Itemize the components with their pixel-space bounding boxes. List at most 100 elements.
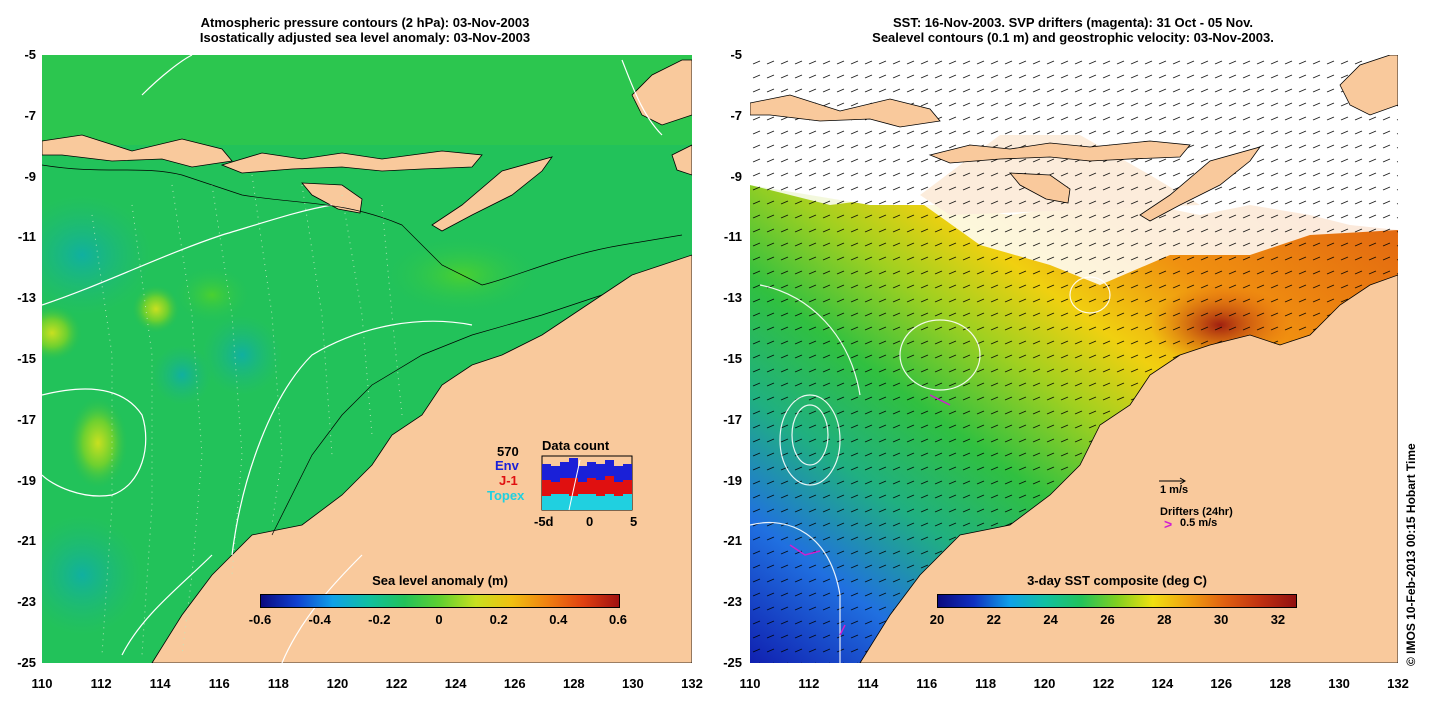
axis-tick-label: 114 bbox=[857, 676, 879, 691]
sumba-island bbox=[301, 182, 363, 214]
java-island-right bbox=[750, 94, 941, 128]
axis-tick-label: 130 bbox=[622, 676, 644, 691]
axis-tick-label: 132 bbox=[1387, 676, 1409, 691]
drifter-speed-label: 0.5 m/s bbox=[1180, 517, 1218, 529]
axis-tick-label: 126 bbox=[1210, 676, 1233, 691]
colorbar-tick-label: -0.6 bbox=[248, 612, 272, 627]
right-title: SST: 16-Nov-2003. SVP drifters (magenta)… bbox=[748, 15, 1398, 45]
axis-tick-label: 112 bbox=[90, 676, 112, 691]
colorbar-tick-label: 30 bbox=[1213, 612, 1229, 627]
colorbar-tick-label: -0.2 bbox=[368, 612, 391, 627]
drifters-legend-label: Drifters (24hr) bbox=[1160, 506, 1233, 518]
axis-tick-label: 118 bbox=[975, 676, 997, 691]
axis-tick-label: 128 bbox=[1269, 676, 1292, 691]
timor-island bbox=[431, 156, 553, 232]
axis-tick-label: 126 bbox=[503, 676, 526, 691]
axis-tick-label: 120 bbox=[326, 676, 349, 691]
axis-tick-label: -13 bbox=[723, 290, 742, 306]
right-title-line2: Sealevel contours (0.1 m) and geostrophi… bbox=[872, 30, 1274, 45]
axis-tick-label: 122 bbox=[1092, 676, 1115, 691]
data-count-label-env: Env bbox=[495, 458, 519, 473]
sst-sea-level-contours bbox=[750, 276, 1111, 663]
axis-tick-label: -15 bbox=[723, 351, 742, 366]
left-title-line1: Atmospheric pressure contours (2 hPa): 0… bbox=[200, 15, 530, 30]
colorbar-tick-label: 26 bbox=[1100, 612, 1115, 627]
axis-tick-label: -5 bbox=[730, 47, 742, 62]
histogram-tick-5: 5 bbox=[630, 514, 638, 529]
colorbar-tick-label: 0.6 bbox=[608, 612, 628, 627]
axis-tick-label: 130 bbox=[1328, 676, 1350, 691]
axis-tick-label: 110 bbox=[739, 676, 761, 691]
axis-tick-label: 122 bbox=[385, 676, 408, 691]
axis-tick-label: -11 bbox=[17, 229, 36, 245]
axis-tick-label: 120 bbox=[1033, 676, 1056, 691]
sea-level-map-svg bbox=[42, 55, 692, 663]
lesser-sunda-islands bbox=[220, 150, 483, 174]
left-title-line2: Isostatically adjusted sea level anomaly… bbox=[199, 30, 531, 45]
axis-tick-label: -7 bbox=[24, 107, 36, 123]
histogram-tick-neg5: -5d bbox=[534, 514, 554, 529]
colorbar-tick-label: 24 bbox=[1043, 612, 1058, 627]
left-colorbar-title: Sea level anomaly (m) bbox=[372, 573, 508, 588]
axis-tick-label: -13 bbox=[17, 290, 36, 306]
java-island bbox=[42, 134, 233, 168]
velocity-scale-label: 1 m/s bbox=[1160, 484, 1189, 496]
data-count-total: 570 bbox=[497, 444, 519, 459]
axis-tick-label: 118 bbox=[267, 676, 289, 691]
axis-tick-label: -9 bbox=[730, 168, 742, 184]
right-colorbar-title: 3-day SST composite (deg C) bbox=[1027, 573, 1207, 588]
axis-tick-label: -17 bbox=[17, 411, 36, 427]
drifter-symbol: > bbox=[1164, 516, 1173, 532]
axis-tick-label: 132 bbox=[681, 676, 703, 691]
right-title-line1: SST: 16-Nov-2003. SVP drifters (magenta)… bbox=[892, 15, 1254, 30]
left-title: Atmospheric pressure contours (2 hPa): 0… bbox=[40, 15, 690, 45]
axis-tick-label: 128 bbox=[562, 676, 585, 691]
colorbar-tick-label: 22 bbox=[986, 612, 1002, 627]
axis-tick-label: -9 bbox=[24, 168, 36, 184]
positive-anomaly-center bbox=[68, 397, 128, 489]
data-count-title: Data count bbox=[542, 438, 610, 453]
axis-tick-label: -21 bbox=[723, 533, 742, 549]
sst-map bbox=[750, 55, 1398, 663]
histogram-bars bbox=[542, 458, 632, 510]
axis-tick-label: 116 bbox=[916, 676, 938, 691]
drifter-tracks bbox=[789, 394, 951, 636]
data-count-label-j1: J-1 bbox=[499, 473, 518, 488]
colorbar-tick-label: 0.2 bbox=[489, 612, 508, 627]
axis-tick-label: -23 bbox=[17, 594, 36, 610]
axis-tick-label: -23 bbox=[723, 594, 742, 610]
data-count-label-topex: Topex bbox=[487, 488, 525, 503]
colorbar-tick-label: 0 bbox=[435, 612, 443, 627]
axis-tick-label: -25 bbox=[723, 655, 742, 670]
colorbar-tick-label: 28 bbox=[1157, 612, 1172, 627]
australia-mainland-right bbox=[859, 274, 1398, 663]
axis-tick-label: -7 bbox=[730, 107, 742, 123]
sst-map-svg bbox=[750, 55, 1398, 663]
axis-tick-label: -19 bbox=[723, 472, 742, 488]
australia-mainland bbox=[151, 254, 692, 663]
right-colorbar bbox=[937, 594, 1297, 608]
histogram-tick-0: 0 bbox=[586, 514, 594, 529]
positive-anomaly-west bbox=[42, 305, 82, 361]
colorbar-tick-label: 20 bbox=[929, 612, 945, 627]
data-count-histogram bbox=[541, 455, 633, 511]
axis-tick-label: -25 bbox=[17, 655, 36, 670]
axis-tick-label: -17 bbox=[723, 411, 742, 427]
axis-tick-label: 112 bbox=[798, 676, 820, 691]
axis-tick-label: -11 bbox=[723, 229, 742, 245]
axis-tick-label: -15 bbox=[17, 351, 36, 366]
left-colorbar bbox=[260, 594, 620, 608]
colorbar-tick-label: -0.4 bbox=[308, 612, 331, 627]
axis-tick-label: -5 bbox=[24, 47, 36, 62]
bathymetry-contour bbox=[42, 164, 683, 536]
imos-credit: © IMOS 10-Feb-2013 00:15 Hobart Time bbox=[1404, 443, 1418, 666]
teal-anomaly bbox=[42, 195, 152, 315]
sea-level-anomaly-map bbox=[42, 55, 692, 663]
velocity-scale-arrow bbox=[1159, 477, 1186, 485]
pressure-contours bbox=[91, 174, 403, 656]
axis-tick-label: -19 bbox=[17, 472, 36, 488]
axis-tick-label: 124 bbox=[1151, 676, 1174, 691]
colorbar-tick-label: 0.4 bbox=[549, 612, 568, 627]
data-count-inset: Data count 570 Env J-1 Topex -5d 0 5 bbox=[480, 436, 650, 536]
axis-tick-label: 110 bbox=[31, 676, 53, 691]
